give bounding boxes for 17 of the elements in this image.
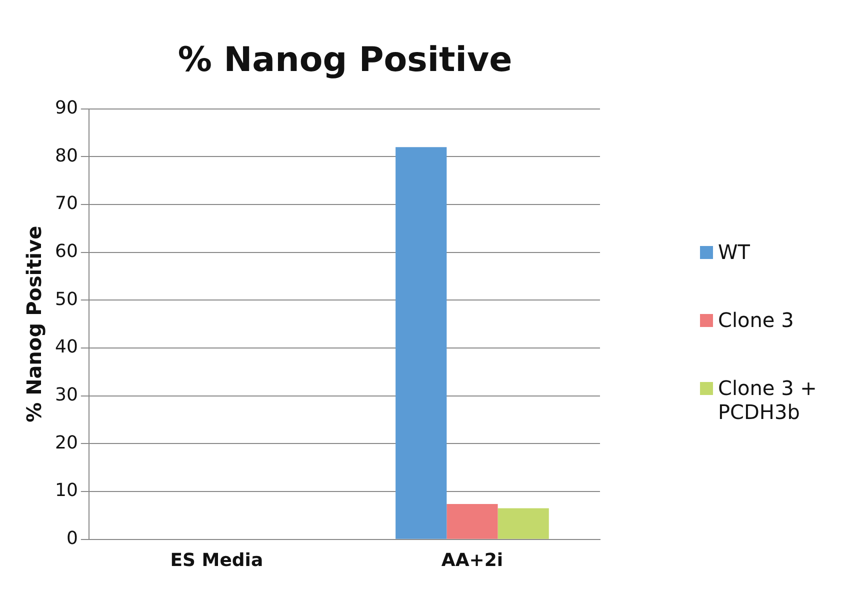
legend-label: WT (718, 240, 750, 264)
y-tick-label: 60 (55, 241, 78, 262)
y-axis-title: % Nanog Positive (22, 226, 46, 422)
y-tick-label: 20 (55, 432, 78, 454)
y-tick-label: 90 (55, 97, 78, 118)
y-tick-label: 40 (55, 336, 78, 358)
y-tick-label: 10 (55, 480, 78, 502)
x-tick-label: ES Media (170, 550, 264, 571)
y-tick-label: 50 (55, 288, 78, 310)
legend-label: Clone 3 + PCDH3b (718, 376, 818, 424)
y-tick-label: 80 (55, 145, 78, 166)
x-tick-label: AA+2i (441, 550, 504, 571)
chart-title: % Nanog Positive (176, 40, 514, 80)
y-tick-label: 0 (66, 528, 78, 550)
y-tick-label: 70 (55, 193, 78, 214)
y-tick-label: 30 (55, 384, 78, 406)
legend-label: Clone 3 (718, 308, 794, 332)
